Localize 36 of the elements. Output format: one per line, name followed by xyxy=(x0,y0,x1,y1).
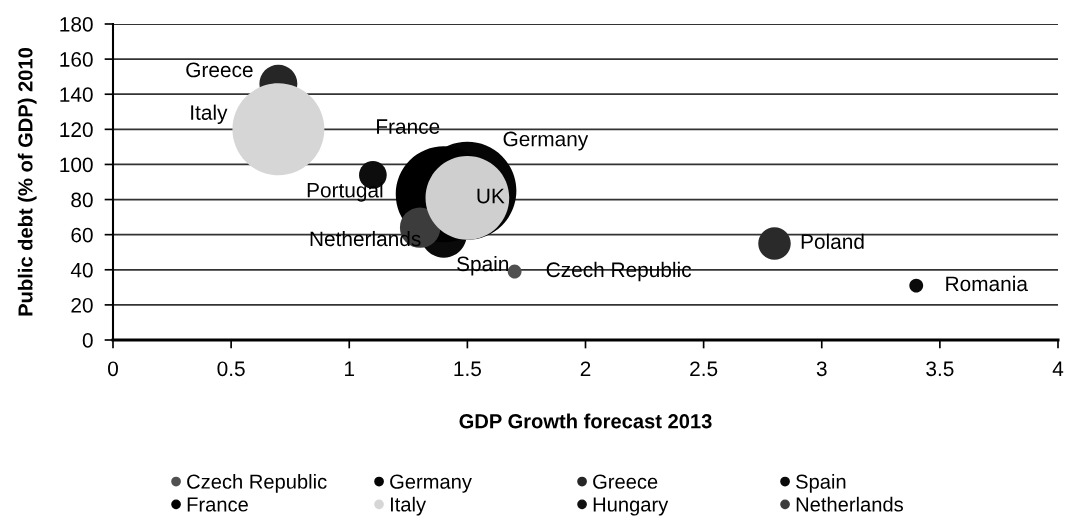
y-tick-label: 160 xyxy=(60,52,93,67)
x-tick-label: 1.5 xyxy=(454,361,481,377)
y-tick-label: 0 xyxy=(82,333,93,348)
y-tick-label: 40 xyxy=(70,262,93,278)
x-axis-title: GDP Growth forecast 2013 xyxy=(459,413,712,429)
x-tick-label: 2 xyxy=(580,361,591,376)
x-tick-label: 0.5 xyxy=(217,361,245,377)
legend-label: Netherlands xyxy=(796,496,903,512)
y-tick-label: 140 xyxy=(60,87,93,102)
y-tick-label: 180 xyxy=(60,17,93,32)
y-tick-label: 80 xyxy=(71,192,93,208)
x-tick-label: 2.5 xyxy=(690,361,718,377)
x-tick-label: 4 xyxy=(1052,361,1064,376)
legend-label: Czech Republic xyxy=(187,474,327,493)
annotation: Poland xyxy=(801,233,864,250)
legend-label: Italy xyxy=(390,496,427,516)
legend-label: France xyxy=(187,497,248,512)
x-tick-label: 3.5 xyxy=(926,361,954,377)
annotation: Greece xyxy=(186,62,253,78)
y-tick-label: 100 xyxy=(60,157,93,173)
legend-label: Greece xyxy=(593,474,658,489)
annotation: Portugal xyxy=(307,182,383,202)
y-tick-label: 20 xyxy=(71,297,93,313)
legend-label: Hungary xyxy=(593,497,669,516)
x-tick-label: 1 xyxy=(345,361,355,376)
x-tick-label: 0 xyxy=(108,361,118,377)
annotation: Germany xyxy=(503,131,589,151)
annotation: UK xyxy=(477,188,505,204)
x-tick-label: 3 xyxy=(816,361,827,377)
annotation: Romania xyxy=(946,275,1028,292)
annotation: Italy xyxy=(191,104,228,125)
legend-label: Germany xyxy=(390,474,472,493)
legend-label: Spain xyxy=(796,474,846,493)
y-tick-label: 60 xyxy=(71,227,93,243)
y-axis-title: Public debt (% of GDP) 2010 xyxy=(17,47,37,316)
y-tick-label: 120 xyxy=(60,122,93,138)
